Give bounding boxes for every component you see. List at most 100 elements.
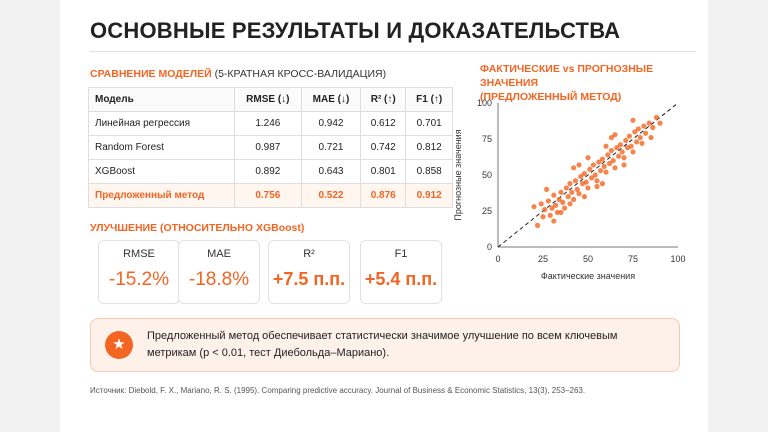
table-cell: 0.912 <box>405 183 453 208</box>
scatter-point <box>569 189 575 195</box>
metric-card-f1: F1 +5.4 п.п. <box>360 240 442 304</box>
scatter-point <box>630 117 636 123</box>
scatter-point <box>562 205 568 211</box>
chart-section-heading: ФАКТИЧЕСКИЕ vs ПРОГНОЗНЫЕ ЗНАЧЕНИЯ (ПРЕД… <box>480 62 708 104</box>
table-row: Random Forest 0.987 0.721 0.742 0.812 <box>88 135 453 160</box>
scatter-point <box>547 212 553 218</box>
page-title: ОСНОВНЫЕ РЕЗУЛЬТАТЫ И ДОКАЗАТЕЛЬСТВА <box>90 18 621 43</box>
source-citation: Источник: Diebold, F. X., Mariano, R. S.… <box>90 386 586 395</box>
table-cell: 0.987 <box>233 135 302 160</box>
scatter-point <box>544 186 550 192</box>
scatter-point <box>635 126 641 132</box>
y-tick-labels: 0 25 50 75 100 <box>477 98 492 252</box>
scatter-point <box>599 181 605 187</box>
scatter-point <box>641 123 647 129</box>
x-tick-label: 100 <box>670 254 685 264</box>
scatter-point <box>565 194 571 200</box>
scatter-point <box>608 147 614 154</box>
scatter-point <box>601 163 607 169</box>
scatter-point <box>571 196 577 203</box>
column-header: F1 (↑) <box>405 87 453 112</box>
scatter-point <box>594 183 600 190</box>
scatter-point <box>585 155 591 161</box>
scatter-point <box>626 133 632 139</box>
slide: ОСНОВНЫЕ РЕЗУЛЬТАТЫ И ДОКАЗАТЕЛЬСТВА СРА… <box>60 0 708 432</box>
scatter-point <box>549 205 555 211</box>
y-tick-label: 100 <box>477 98 492 108</box>
scatter-point <box>589 175 595 181</box>
points-layer <box>531 114 663 228</box>
scatter-point <box>535 222 541 228</box>
reference-line <box>497 102 679 248</box>
y-axis-label: Прогнозные значения <box>453 129 463 220</box>
scatter-point <box>558 189 564 195</box>
scatter-point <box>551 192 557 198</box>
metric-card-value: +7.5 п.п. <box>272 269 346 289</box>
conclusion-callout: ★ Предложенный метод обеспечивает статис… <box>90 318 680 372</box>
scatter-point <box>608 134 614 141</box>
scatter-point <box>551 218 557 224</box>
scatter-point <box>590 162 596 168</box>
metric-card-rmse: RMSE -15.2% <box>98 240 180 304</box>
scatter-point <box>545 198 551 204</box>
scatter-point <box>610 158 616 164</box>
metric-card-mae: MAE -18.8% <box>178 240 260 304</box>
table-cell: 1.246 <box>233 111 302 136</box>
scatter-point <box>558 209 564 216</box>
scatter-point <box>554 209 560 216</box>
scatter-point <box>538 201 544 207</box>
y-tick-label: 75 <box>482 134 492 144</box>
x-tick-label: 75 <box>628 254 638 264</box>
table-cell: XGBoost <box>88 159 235 184</box>
improvement-section-title: УЛУЧШЕНИЕ (ОТНОСИТЕЛЬНО XGBoost) <box>90 222 305 234</box>
scatter-point <box>617 142 623 148</box>
scatter-point <box>623 137 629 144</box>
scatter-point <box>616 153 622 159</box>
scatter-point <box>612 132 618 138</box>
table-cell: 0.643 <box>300 159 362 184</box>
scatter-point <box>572 178 578 184</box>
table-cell: 0.721 <box>300 135 362 160</box>
x-axis-label: Фактические значения <box>541 271 635 281</box>
table-row-highlighted: Предложенный метод 0.756 0.522 0.876 0.9… <box>88 183 453 208</box>
metric-card-label: RMSE <box>123 248 155 260</box>
scatter-point <box>650 124 656 131</box>
scatter-point <box>603 143 609 149</box>
scatter-point <box>628 143 634 149</box>
x-tick-label: 50 <box>583 254 593 264</box>
table-cell: 0.892 <box>233 159 302 184</box>
table-section-heading: СРАВНЕНИЕ МОДЕЛЕЙ (5-КРАТНАЯ КРОСС-ВАЛИД… <box>90 68 386 80</box>
table-cell: 0.522 <box>300 183 362 208</box>
column-header: Модель <box>88 87 235 112</box>
scatter-point <box>643 130 649 136</box>
metric-card-label: MAE <box>207 248 231 260</box>
table-row: Линейная регрессия 1.246 0.942 0.612 0.7… <box>88 111 453 136</box>
scatter-point <box>574 186 580 192</box>
scatter-point <box>646 120 652 126</box>
y-tick-label: 50 <box>482 170 492 180</box>
table-row: XGBoost 0.892 0.643 0.801 0.858 <box>88 159 453 184</box>
chart-title-line-2: (ПРЕДЛОЖЕННЫЙ МЕТОД) <box>480 91 622 103</box>
metric-card-value: -18.8% <box>188 269 250 290</box>
scatter-point <box>585 185 591 191</box>
scatter-point <box>567 181 573 187</box>
column-header: MAE (↓) <box>300 87 362 112</box>
metric-card-label: R² <box>303 248 315 260</box>
scatter-point <box>563 185 569 191</box>
table-header-row: Модель RMSE (↓) MAE (↓) R² (↑) F1 (↑) <box>88 87 453 112</box>
scatter-point <box>592 172 598 178</box>
scatter-point <box>612 165 618 171</box>
scatter-point <box>542 206 548 213</box>
scatter-point <box>619 149 625 155</box>
scatter-point <box>540 214 546 220</box>
y-tick-label: 0 <box>487 242 492 252</box>
table-cell: Random Forest <box>88 135 235 160</box>
scatter-point <box>637 134 643 141</box>
metric-card-value: -15.2% <box>108 269 170 290</box>
scatter-point <box>657 120 663 126</box>
scatter-point <box>607 160 613 167</box>
scatter-point <box>594 178 600 184</box>
column-header: R² (↑) <box>360 87 407 112</box>
chart-title-line-1: ФАКТИЧЕСКИЕ vs ПРОГНОЗНЫЕ ЗНАЧЕНИЯ <box>480 63 654 89</box>
table-cell: 0.701 <box>405 111 453 136</box>
